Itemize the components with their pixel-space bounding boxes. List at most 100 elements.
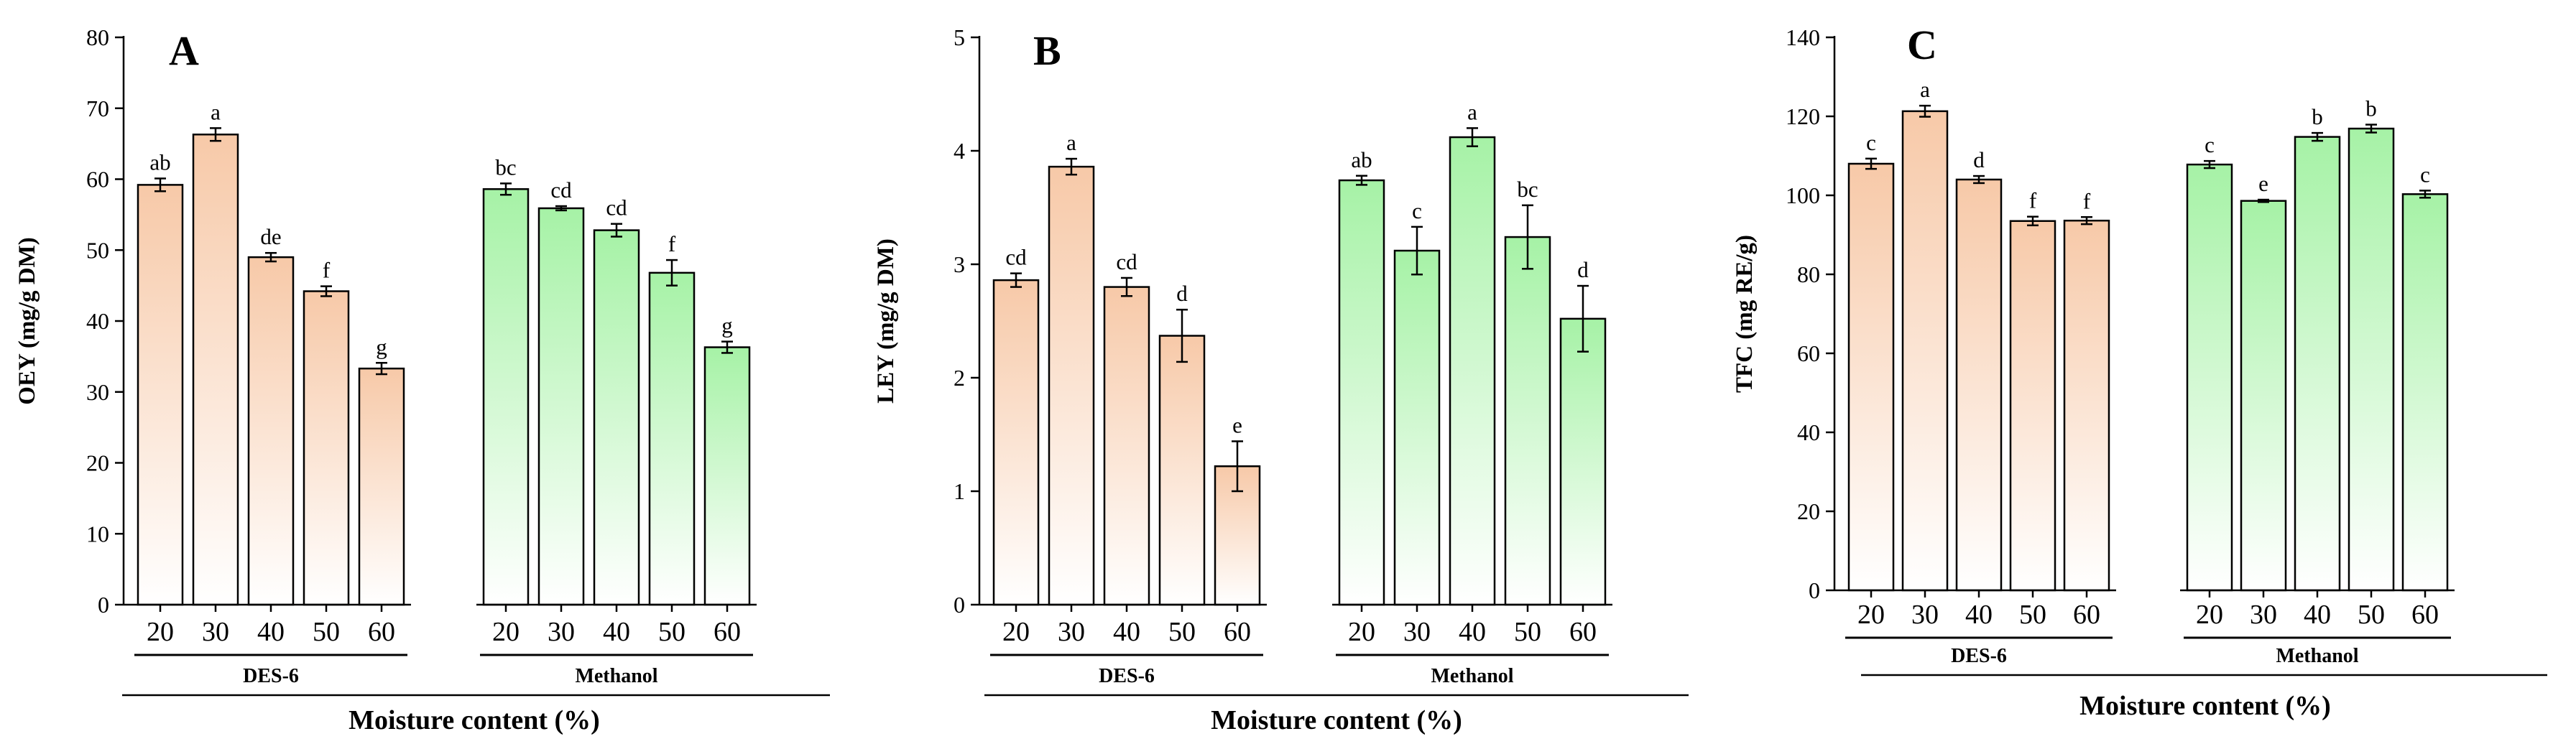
group-label: Methanol [575, 665, 657, 687]
significance-letter: c [1866, 130, 1876, 155]
significance-letter: ab [1351, 147, 1372, 172]
x-tick-label: 60 [1569, 617, 1597, 647]
y-tick-label: 40 [1797, 419, 1820, 445]
y-tick-label: 0 [1809, 577, 1820, 603]
significance-letter: cd [606, 195, 627, 220]
panel-c-chart: 0 20 40 60 80 100 120 140 TFC (mg RE/g) Cc 20 a 30 d 4… [1732, 22, 2547, 721]
y-tick-label: 120 [1786, 103, 1820, 129]
x-tick-label: 20 [2196, 600, 2223, 630]
y-tick-label: 4 [954, 138, 965, 164]
y-tick-label: 50 [86, 237, 109, 263]
significance-letter: cd [1116, 249, 1137, 274]
y-tick-label: 3 [954, 251, 965, 277]
significance-letter: a [1467, 99, 1477, 124]
x-tick-label: 50 [658, 617, 685, 647]
x-tick-label: 30 [1911, 600, 1939, 630]
significance-letter: f [2083, 188, 2091, 213]
y-tick-label: 1 [954, 478, 965, 504]
x-tick-label: 30 [1403, 617, 1431, 647]
x-tick-label: 20 [492, 617, 520, 647]
x-axis-title: Moisture content (%) [2079, 691, 2331, 721]
significance-letter: f [323, 258, 331, 283]
bar [1901, 110, 1949, 592]
y-tick-label: 5 [954, 24, 965, 50]
significance-letter: a [1066, 130, 1076, 155]
x-tick-label: 50 [313, 617, 340, 647]
x-tick-label: 30 [2250, 600, 2277, 630]
y-tick-label: 140 [1786, 24, 1820, 50]
bar [1158, 335, 1206, 606]
significance-letter: bc [1517, 177, 1538, 202]
y-tick-label: 20 [86, 450, 109, 476]
x-tick-label: 40 [1113, 617, 1140, 647]
bar [537, 207, 585, 606]
y-tick-label: 40 [86, 308, 109, 334]
bar [1393, 249, 1441, 606]
y-axis-label: OEY (mg/g DM) [14, 237, 40, 404]
x-tick-label: 60 [2411, 600, 2439, 630]
significance-letter: bc [495, 154, 516, 180]
y-tick-label: 100 [1786, 182, 1820, 208]
panel-letter: C [1907, 22, 1937, 68]
significance-letter: c [2205, 132, 2215, 157]
bar [2009, 220, 2056, 592]
significance-letter: b [2312, 104, 2323, 129]
bar [358, 367, 405, 606]
significance-letter: f [2029, 188, 2037, 213]
group-label: DES-6 [243, 665, 299, 687]
panel-letter: A [169, 27, 199, 74]
x-tick-label: 40 [257, 617, 285, 647]
bar [2240, 200, 2287, 592]
bar [137, 184, 184, 606]
bar [2186, 163, 2233, 592]
y-tick-label: 20 [1797, 498, 1820, 524]
significance-letter: e [1232, 412, 1242, 437]
significance-letter: de [260, 224, 281, 249]
x-tick-label: 20 [147, 617, 174, 647]
y-axis-label: LEY (mg/g DM) [873, 238, 899, 404]
bar [1955, 178, 2003, 592]
y-tick-label: 60 [1797, 340, 1820, 366]
significance-letter: d [1973, 147, 1985, 172]
bar [648, 271, 696, 606]
bar [2401, 193, 2449, 592]
significance-letter: f [668, 231, 676, 256]
significance-letter: b [2365, 96, 2377, 121]
group-label: Methanol [1431, 665, 1513, 687]
bar [303, 290, 350, 606]
y-tick-label: 10 [86, 521, 109, 547]
significance-letter: a [211, 99, 221, 124]
x-axis-title: Moisture content (%) [348, 705, 600, 735]
bar [1449, 136, 1496, 606]
x-tick-label: 20 [1348, 617, 1375, 647]
group-label: Methanol [2276, 645, 2358, 667]
bar [482, 188, 530, 606]
panel-a-chart: 0 10 20 30 40 50 60 70 80 OEY (mg/g DM) Aab 20 a 30 de… [14, 24, 830, 735]
y-tick-label: 2 [954, 365, 965, 391]
significance-letter: g [376, 334, 387, 359]
bar [2348, 127, 2395, 592]
panel-letter: B [1033, 27, 1061, 74]
x-tick-label: 50 [2019, 600, 2046, 630]
x-axis-title: Moisture content (%) [1211, 705, 1462, 735]
y-tick-label: 80 [86, 24, 109, 50]
significance-letter: g [721, 313, 733, 338]
bar [1847, 162, 1895, 592]
bar [2063, 219, 2110, 592]
significance-letter: ab [149, 150, 170, 175]
y-tick-label: 60 [86, 167, 109, 192]
x-tick-label: 20 [1002, 617, 1030, 647]
x-tick-label: 50 [2358, 600, 2385, 630]
x-tick-label: 20 [1857, 600, 1885, 630]
bar [593, 229, 640, 606]
bar [1103, 286, 1150, 606]
x-tick-label: 40 [1965, 600, 1993, 630]
bar [247, 256, 295, 606]
bar [1559, 317, 1607, 606]
x-tick-label: 40 [603, 617, 630, 647]
bar [1048, 165, 1095, 606]
significance-letter: d [1176, 281, 1188, 306]
